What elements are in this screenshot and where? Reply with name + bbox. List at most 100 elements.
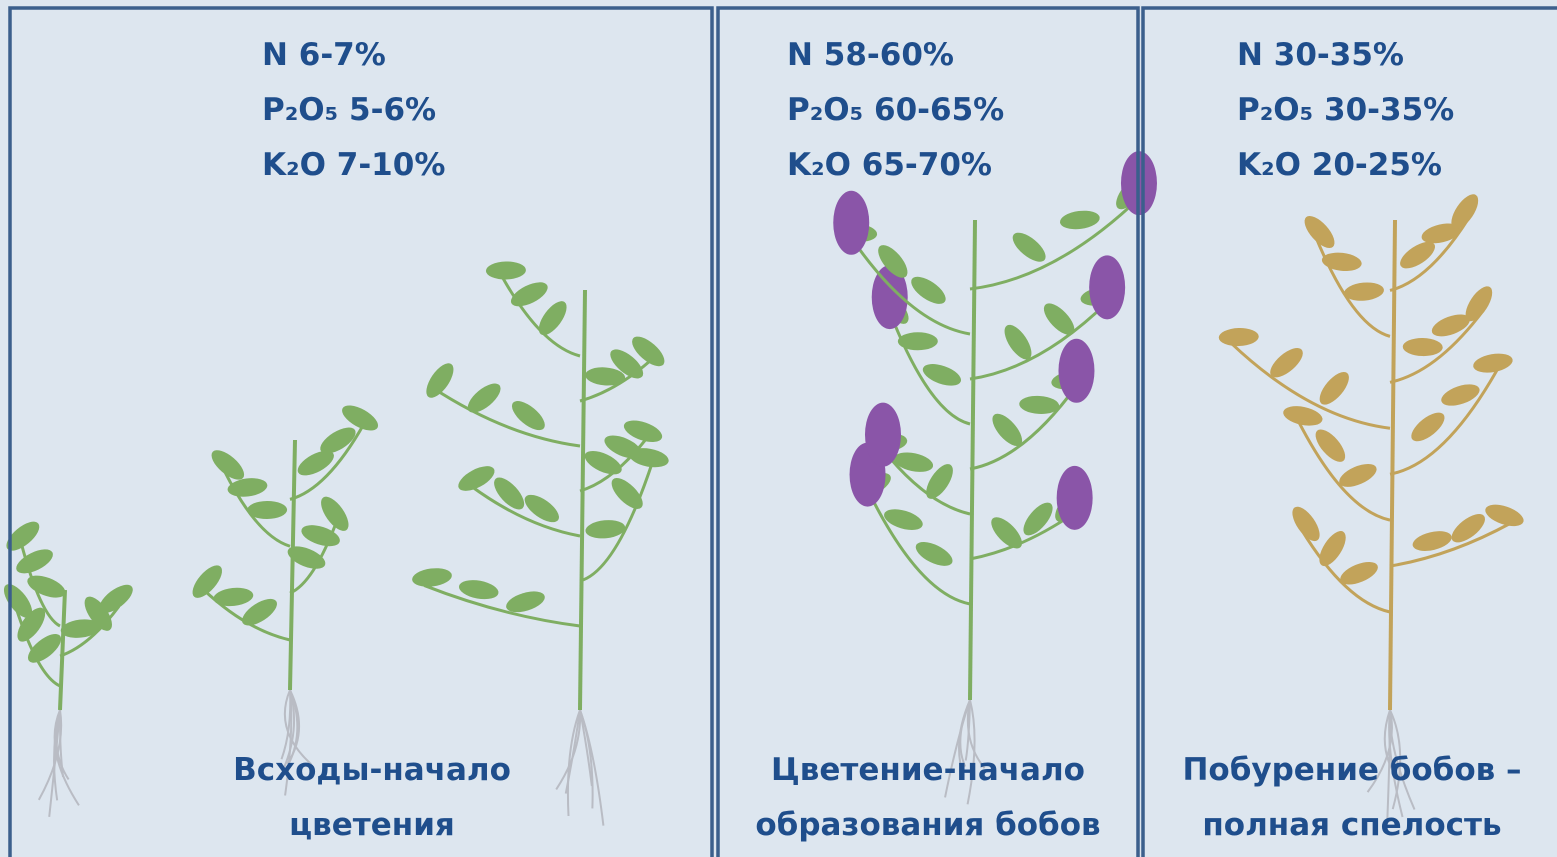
nutrient-range: 60-65%: [874, 92, 1004, 128]
leaf: [27, 575, 66, 598]
nutrient-symbol: P₂O₅: [787, 92, 863, 128]
nutrient-line: P₂O₅ 60-65%: [787, 92, 1004, 128]
panel-border: [8, 6, 714, 857]
nutrient-line: N 6-7%: [262, 37, 386, 73]
leaf: [1421, 223, 1461, 244]
nutrient-range: 58-60%: [824, 37, 954, 73]
leaf: [297, 450, 334, 476]
leaf: [1059, 210, 1100, 230]
root: [579, 709, 593, 787]
root: [566, 709, 581, 817]
leaf: [585, 520, 626, 539]
nutrient-line: K₂O 7-10%: [262, 147, 445, 183]
leaf: [242, 598, 277, 626]
branch: [1389, 367, 1500, 476]
leaf: [320, 427, 356, 454]
nutrient-line: K₂O 65-70%: [787, 147, 992, 183]
branch: [866, 488, 971, 606]
root: [964, 699, 971, 761]
branch: [59, 605, 121, 658]
leaf: [1465, 286, 1493, 322]
branch: [19, 541, 61, 628]
panel-border: [716, 6, 1140, 857]
nutrient-line: N 30-35%: [1237, 37, 1404, 73]
leaf: [227, 478, 268, 497]
leaf: [524, 494, 559, 523]
flower: [1058, 338, 1095, 403]
leaf: [1292, 506, 1320, 542]
branch: [289, 423, 366, 501]
leaf: [585, 367, 626, 386]
nutrient-range: 7-10%: [337, 147, 446, 183]
nutrient-line: N 58-60%: [787, 37, 954, 73]
branch: [888, 311, 971, 426]
root: [284, 689, 293, 796]
flower: [871, 265, 908, 330]
leaf: [1270, 348, 1303, 378]
nutrient-symbol: K₂O: [787, 147, 851, 183]
branch: [969, 384, 1078, 471]
root: [55, 709, 70, 781]
branch: [1314, 236, 1391, 338]
leaf: [991, 517, 1023, 549]
leaf: [17, 607, 46, 642]
leaf: [911, 276, 946, 304]
leaf: [412, 568, 452, 587]
leaf: [897, 332, 938, 351]
flower: [1056, 465, 1093, 530]
leaf: [1012, 232, 1046, 262]
branch: [1389, 309, 1485, 384]
stem: [1388, 219, 1397, 711]
leaf: [458, 466, 495, 491]
root: [1366, 709, 1393, 793]
nutrient-symbol: K₂O: [262, 147, 326, 183]
leaf: [1004, 324, 1032, 360]
leaf: [1319, 531, 1346, 567]
stage-label: цветения: [289, 807, 455, 843]
leaf: [1411, 412, 1445, 442]
leaf: [342, 405, 379, 431]
stage-label: Цветение-начало: [771, 752, 1085, 788]
branch: [1229, 341, 1391, 430]
leaf: [884, 509, 923, 530]
leaf: [1431, 314, 1470, 337]
branch: [1389, 521, 1512, 568]
leaf: [1023, 502, 1053, 536]
leaf: [27, 633, 62, 663]
leaf: [632, 336, 665, 367]
root: [959, 699, 971, 767]
leaf: [99, 584, 133, 613]
leaf: [458, 580, 499, 600]
leaf: [893, 452, 934, 472]
nutrient-range: 20-25%: [1312, 147, 1442, 183]
leaf: [60, 619, 101, 638]
leaf: [1304, 215, 1335, 249]
leaf: [467, 383, 501, 413]
nutrient-symbol: N: [1237, 37, 1263, 73]
stage-label: Побурение бобов –: [1182, 752, 1521, 788]
leaf: [247, 500, 288, 519]
nutrient-range: 30-35%: [1324, 92, 1454, 128]
stem: [968, 219, 977, 701]
leaf: [84, 596, 112, 631]
leaf: [611, 478, 643, 509]
panel-border: [1141, 6, 1557, 857]
leaf: [922, 364, 962, 386]
branch: [579, 461, 655, 583]
leaf: [915, 542, 953, 566]
root: [966, 699, 976, 805]
stage-label: полная спелость: [1202, 807, 1501, 843]
nutrient-symbol: K₂O: [1237, 147, 1301, 183]
root: [1389, 709, 1402, 810]
branch: [423, 584, 581, 628]
root: [966, 699, 986, 769]
nutrient-symbol: P₂O₅: [262, 92, 338, 128]
leaf: [992, 413, 1023, 447]
leaf: [211, 450, 245, 480]
leaf: [506, 591, 545, 613]
branch: [1300, 529, 1391, 614]
stem: [578, 289, 587, 711]
leaf: [878, 245, 908, 278]
leaf: [1283, 406, 1323, 426]
